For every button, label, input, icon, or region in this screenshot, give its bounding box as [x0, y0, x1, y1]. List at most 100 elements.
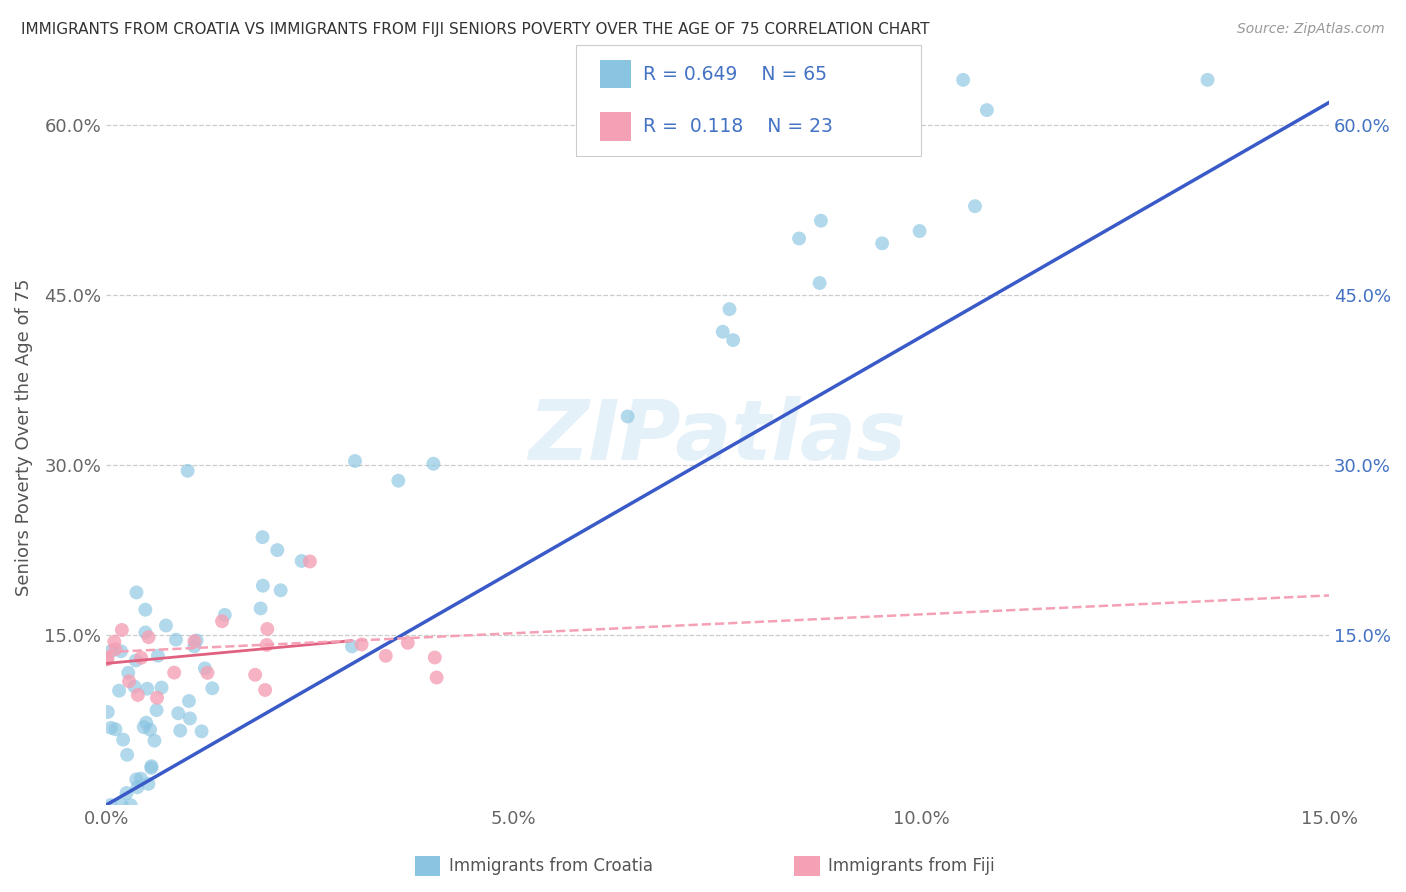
Point: [256, 638, 278, 652]
Point: [343, 454, 366, 468]
Point: [136, 681, 159, 696]
Point: [201, 681, 224, 696]
Text: R = 0.649    N = 65: R = 0.649 N = 65: [643, 64, 827, 84]
Point: [176, 464, 198, 478]
Text: Source: ZipAtlas.com: Source: ZipAtlas.com: [1237, 22, 1385, 37]
Point: [120, 798, 142, 813]
Point: [183, 640, 205, 654]
Point: [146, 690, 169, 705]
Point: [112, 732, 135, 747]
Point: [100, 721, 122, 735]
Point: [190, 724, 212, 739]
Point: [134, 625, 156, 640]
Point: [145, 703, 167, 717]
Point: [134, 603, 156, 617]
Point: [256, 622, 278, 636]
Point: [163, 665, 186, 680]
Point: [616, 409, 638, 424]
Point: [177, 694, 200, 708]
Point: [96, 652, 118, 666]
Point: [132, 720, 155, 734]
Point: [197, 665, 219, 680]
Point: [100, 798, 122, 813]
Point: [125, 653, 148, 667]
Point: [108, 683, 131, 698]
Point: [127, 780, 149, 795]
Point: [138, 630, 160, 644]
Point: [111, 623, 134, 637]
Point: [141, 759, 163, 773]
Point: [787, 231, 810, 245]
Point: [111, 798, 134, 813]
Text: R =  0.118    N = 23: R = 0.118 N = 23: [643, 117, 832, 136]
Point: [243, 668, 266, 682]
Point: [396, 636, 419, 650]
Point: [422, 457, 444, 471]
Point: [169, 723, 191, 738]
Point: [254, 683, 277, 698]
Point: [1197, 73, 1219, 87]
Point: [426, 670, 449, 684]
Point: [374, 648, 396, 663]
Text: Immigrants from Fiji: Immigrants from Fiji: [828, 857, 995, 875]
Point: [165, 632, 187, 647]
Point: [103, 634, 125, 648]
Point: [117, 665, 139, 680]
Point: [186, 633, 208, 648]
Point: [139, 723, 162, 737]
Point: [183, 634, 205, 648]
Point: [721, 333, 744, 347]
Point: [423, 650, 446, 665]
Point: [125, 585, 148, 599]
Point: [718, 302, 741, 317]
Point: [124, 680, 146, 694]
Point: [115, 747, 138, 762]
Point: [150, 681, 173, 695]
Text: IMMIGRANTS FROM CROATIA VS IMMIGRANTS FROM FIJI SENIORS POVERTY OVER THE AGE OF : IMMIGRANTS FROM CROATIA VS IMMIGRANTS FR…: [21, 22, 929, 37]
Text: Immigrants from Croatia: Immigrants from Croatia: [449, 857, 652, 875]
Point: [214, 607, 236, 622]
Point: [340, 640, 363, 654]
Point: [104, 723, 127, 737]
Point: [350, 637, 373, 651]
Point: [127, 688, 149, 702]
Point: [104, 642, 127, 657]
Point: [952, 73, 974, 87]
Point: [146, 648, 169, 663]
Point: [194, 661, 217, 675]
Y-axis label: Seniors Poverty Over the Age of 75: Seniors Poverty Over the Age of 75: [15, 278, 32, 596]
Point: [155, 618, 177, 632]
Point: [141, 761, 163, 775]
Text: ZIPatlas: ZIPatlas: [529, 396, 907, 477]
Point: [143, 733, 166, 747]
Point: [291, 554, 314, 568]
Point: [135, 715, 157, 730]
Point: [908, 224, 931, 238]
Point: [115, 786, 138, 800]
Point: [266, 543, 288, 558]
Point: [810, 213, 832, 227]
Point: [167, 706, 190, 721]
Point: [252, 530, 274, 544]
Point: [125, 772, 148, 787]
Point: [96, 652, 118, 666]
Point: [711, 325, 734, 339]
Point: [129, 650, 152, 665]
Point: [100, 644, 122, 658]
Point: [129, 772, 152, 786]
Point: [252, 579, 274, 593]
Point: [110, 644, 132, 658]
Point: [298, 554, 321, 568]
Point: [387, 474, 409, 488]
Point: [808, 276, 831, 290]
Point: [97, 705, 120, 719]
Point: [179, 711, 201, 725]
Point: [249, 601, 271, 615]
Point: [138, 777, 160, 791]
Point: [118, 674, 141, 689]
Point: [963, 199, 986, 213]
Point: [870, 236, 893, 251]
Point: [976, 103, 998, 117]
Point: [211, 614, 233, 628]
Point: [270, 583, 292, 598]
